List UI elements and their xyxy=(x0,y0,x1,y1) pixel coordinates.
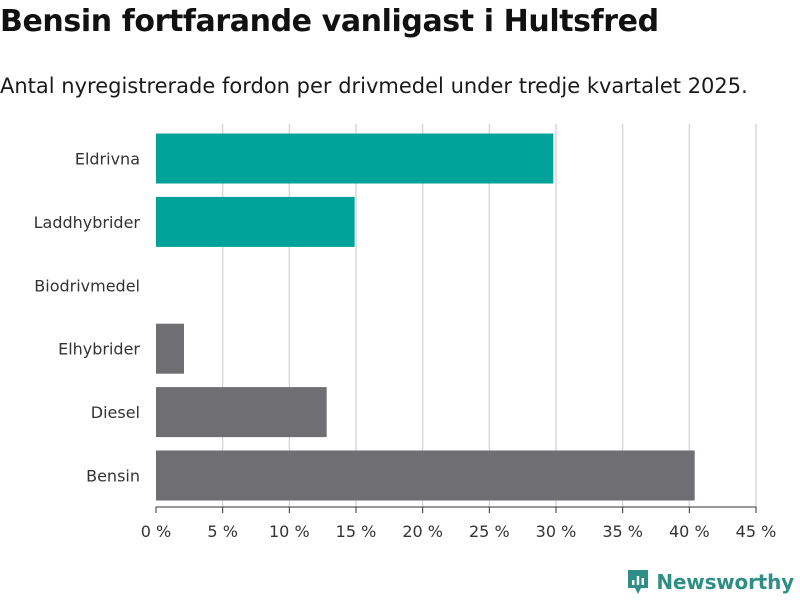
category-label: Diesel xyxy=(91,403,140,422)
category-label: Eldrivna xyxy=(75,150,140,169)
brand-name: Newsworthy xyxy=(656,570,794,594)
chart-subtitle: Antal nyregistrerade fordon per drivmede… xyxy=(0,74,748,98)
category-labels: Eldrivna Laddhybrider Biodrivmedel Elhybrid… xyxy=(34,150,141,486)
x-tick-label: 20 % xyxy=(402,522,443,541)
x-tick-label: 10 % xyxy=(269,522,310,541)
bar-diesel xyxy=(156,387,327,438)
bar-eldrivna xyxy=(156,133,554,184)
bar-bensin xyxy=(156,450,695,501)
x-tick-label: 15 % xyxy=(336,522,377,541)
chart-title: Bensin fortfarande vanligast i Hultsfred xyxy=(0,4,659,39)
x-tick-label: 30 % xyxy=(536,522,577,541)
x-tick-label: 25 % xyxy=(469,522,510,541)
gridlines xyxy=(221,124,757,507)
x-tick-label: 0 % xyxy=(141,522,171,541)
category-label: Biodrivmedel xyxy=(34,276,140,295)
category-label: Laddhybrider xyxy=(34,213,141,232)
category-label: Elhybrider xyxy=(58,340,140,359)
x-tick-label: 45 % xyxy=(736,522,777,541)
x-axis: 0 % 5 % 10 % 15 % 20 % 25 % 30 % 35 % 40 % 45 % xyxy=(141,506,777,541)
x-tick-label: 5 % xyxy=(207,522,237,541)
bar-elhybrider xyxy=(156,323,184,374)
category-label: Bensin xyxy=(86,467,140,486)
bar-laddhybrider xyxy=(156,196,355,247)
brand-logo: Newsworthy xyxy=(626,568,794,596)
x-tick-label: 35 % xyxy=(602,522,643,541)
bars xyxy=(156,133,695,501)
x-tick-label: 40 % xyxy=(669,522,710,541)
newsworthy-logo-icon xyxy=(628,570,649,594)
